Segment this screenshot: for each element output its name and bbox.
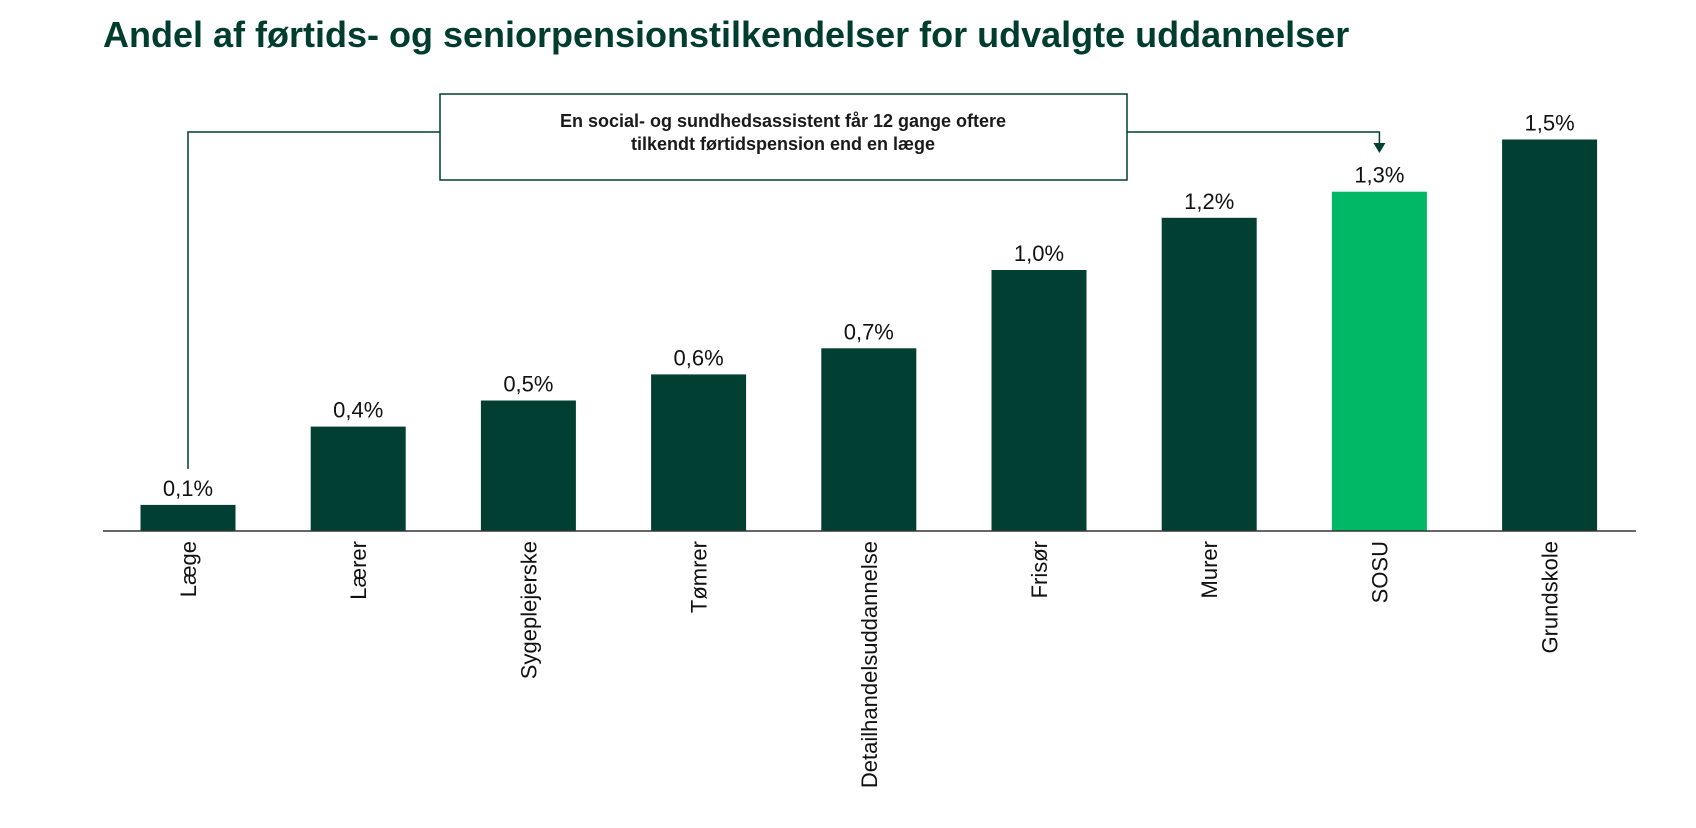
bar-frisør xyxy=(991,270,1087,531)
bar-læge xyxy=(140,504,236,531)
bar-sygeplejerske xyxy=(480,400,576,531)
category-label: Tømrer xyxy=(687,541,712,613)
callout-connector-left xyxy=(187,131,440,469)
callout-annotation: En social- og sundhedsassistent får 12 g… xyxy=(187,93,1386,469)
category-label: Sygeplejerske xyxy=(516,541,541,679)
value-label: 1,0% xyxy=(1014,241,1064,266)
bar-lærer xyxy=(310,426,406,531)
value-label: 0,6% xyxy=(674,345,724,370)
value-label: 0,5% xyxy=(503,372,553,397)
callout-text-line-2: tilkendt førtidspension end en læge xyxy=(631,134,935,154)
category-label: SOSU xyxy=(1367,541,1392,603)
value-label: 0,4% xyxy=(333,398,383,423)
category-label: Grundskole xyxy=(1538,541,1563,654)
value-label: 0,7% xyxy=(844,319,894,344)
bars: 0,1% Læge 0,4% Lærer 0,5% Sygeplejerske 0,6% Tø… xyxy=(140,111,1598,788)
chart-title: Andel af førtids- og seniorpensionstilke… xyxy=(103,14,1350,55)
callout-arrowhead-icon xyxy=(1373,143,1386,153)
bar-grundskole xyxy=(1502,139,1598,531)
bar-tømrer xyxy=(651,374,747,531)
category-label: Frisør xyxy=(1027,541,1052,598)
value-label: 0,1% xyxy=(163,476,213,501)
value-label: 1,5% xyxy=(1525,111,1575,136)
category-label: Læge xyxy=(176,541,201,597)
callout-box xyxy=(439,93,1128,181)
value-label: 1,2% xyxy=(1184,189,1234,214)
callout-connector-right xyxy=(1127,131,1381,145)
category-label: Detailhandelsuddannelse xyxy=(857,541,882,788)
category-label: Murer xyxy=(1197,541,1222,598)
bar-sosu xyxy=(1331,191,1427,531)
value-label: 1,3% xyxy=(1354,163,1404,188)
callout-text-line-1: En social- og sundhedsassistent får 12 g… xyxy=(560,111,1006,131)
category-label: Lærer xyxy=(346,541,371,600)
bar-detailhandelsuddannelse xyxy=(821,348,917,531)
bar-murer xyxy=(1161,217,1257,532)
